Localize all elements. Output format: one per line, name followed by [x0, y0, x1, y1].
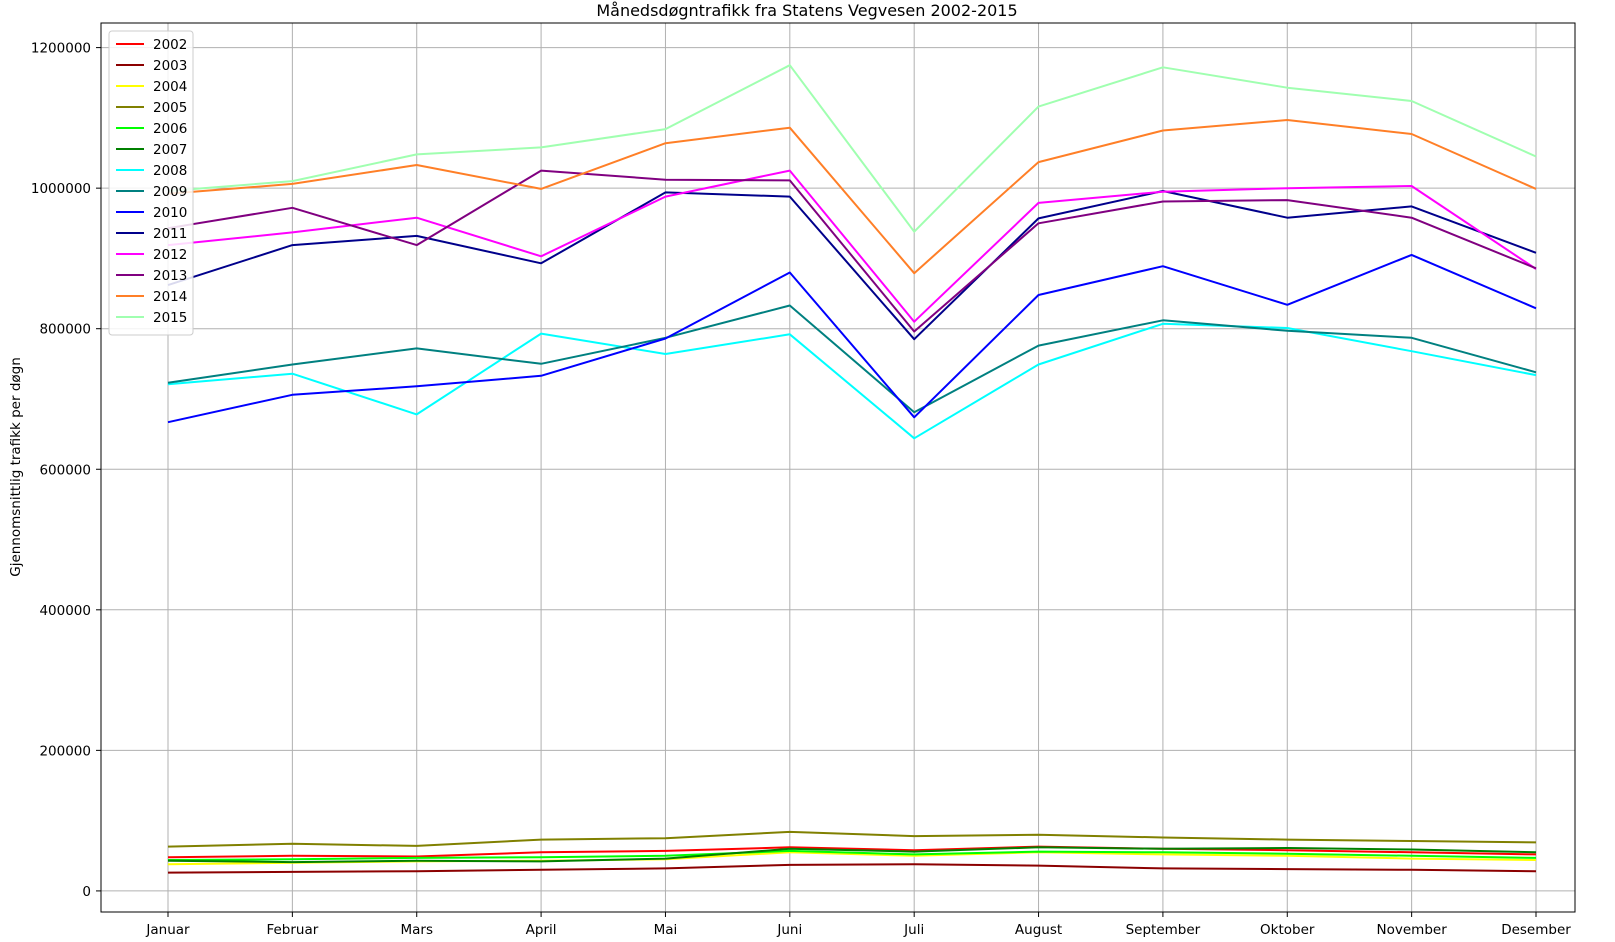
series-line-2012 [167, 169, 1537, 323]
legend-label: 2004 [153, 79, 187, 95]
series-line-2011 [167, 190, 1537, 341]
x-tick-label: Februar [266, 922, 318, 938]
chart-title: Månedsdøgntrafikk fra Statens Vegvesen 2… [596, 1, 1017, 20]
x-tick-label: Mai [654, 922, 678, 938]
x-tick-label: Januar [145, 922, 190, 938]
y-tick-label: 1200000 [31, 41, 91, 57]
legend-label: 2003 [153, 58, 187, 74]
series-line-2007 [167, 846, 1537, 864]
y-tick-label: 800000 [39, 322, 91, 338]
y-tick-label: 0 [82, 884, 91, 900]
plot-area-frame [100, 22, 1576, 913]
series-line-2006 [167, 849, 1537, 861]
legend-label: 2015 [153, 310, 187, 326]
y-tick-label: 1000000 [31, 181, 91, 197]
legend-label: 2010 [153, 205, 187, 221]
series-line-2015 [167, 64, 1537, 233]
legend-label: 2011 [153, 226, 187, 242]
y-tick-label: 200000 [39, 743, 91, 759]
legend-label: 2014 [153, 289, 187, 305]
y-tick-label: 400000 [39, 603, 91, 619]
legend-label: 2012 [153, 247, 187, 263]
legend-label: 2005 [153, 100, 187, 116]
series-line-2009 [167, 304, 1537, 414]
series-line-2014 [167, 119, 1537, 275]
legend: 2002 2003 2004 2005 2006 2007 2008 2009 2010 2011… [108, 30, 194, 336]
y-tick-label: 600000 [39, 462, 91, 478]
legend-label: 2008 [153, 163, 187, 179]
x-tick-label: September [1126, 922, 1201, 938]
legend-label: 2002 [153, 37, 187, 53]
x-tick-label: April [526, 922, 557, 938]
series-line-2013 [167, 169, 1537, 333]
series-line-2002 [167, 845, 1537, 859]
legend-label: 2006 [153, 121, 187, 137]
legend-label: 2007 [153, 142, 187, 158]
x-axis: Januar Februar Mars April Mai Juni Juli August S… [145, 912, 1571, 938]
y-axis: 0 200000 400000 600000 800000 1000000 1200000 [31, 41, 101, 900]
x-tick-label: Desember [1501, 922, 1571, 938]
x-tick-label: August [1015, 922, 1062, 938]
x-tick-label: Juli [903, 922, 924, 938]
x-tick-label: Juni [776, 922, 802, 938]
series-layer [167, 64, 1537, 874]
series-line-2010 [167, 253, 1537, 424]
legend-label: 2009 [153, 184, 187, 200]
x-tick-label: Oktober [1260, 922, 1315, 938]
series-line-2003 [167, 863, 1537, 874]
y-axis-label: Gjennomsnittlig trafikk per døgn [8, 357, 24, 577]
x-tick-label: Mars [400, 922, 433, 938]
series-line-2005 [167, 830, 1537, 848]
legend-label: 2013 [153, 268, 187, 284]
x-tick-label: November [1377, 922, 1448, 938]
